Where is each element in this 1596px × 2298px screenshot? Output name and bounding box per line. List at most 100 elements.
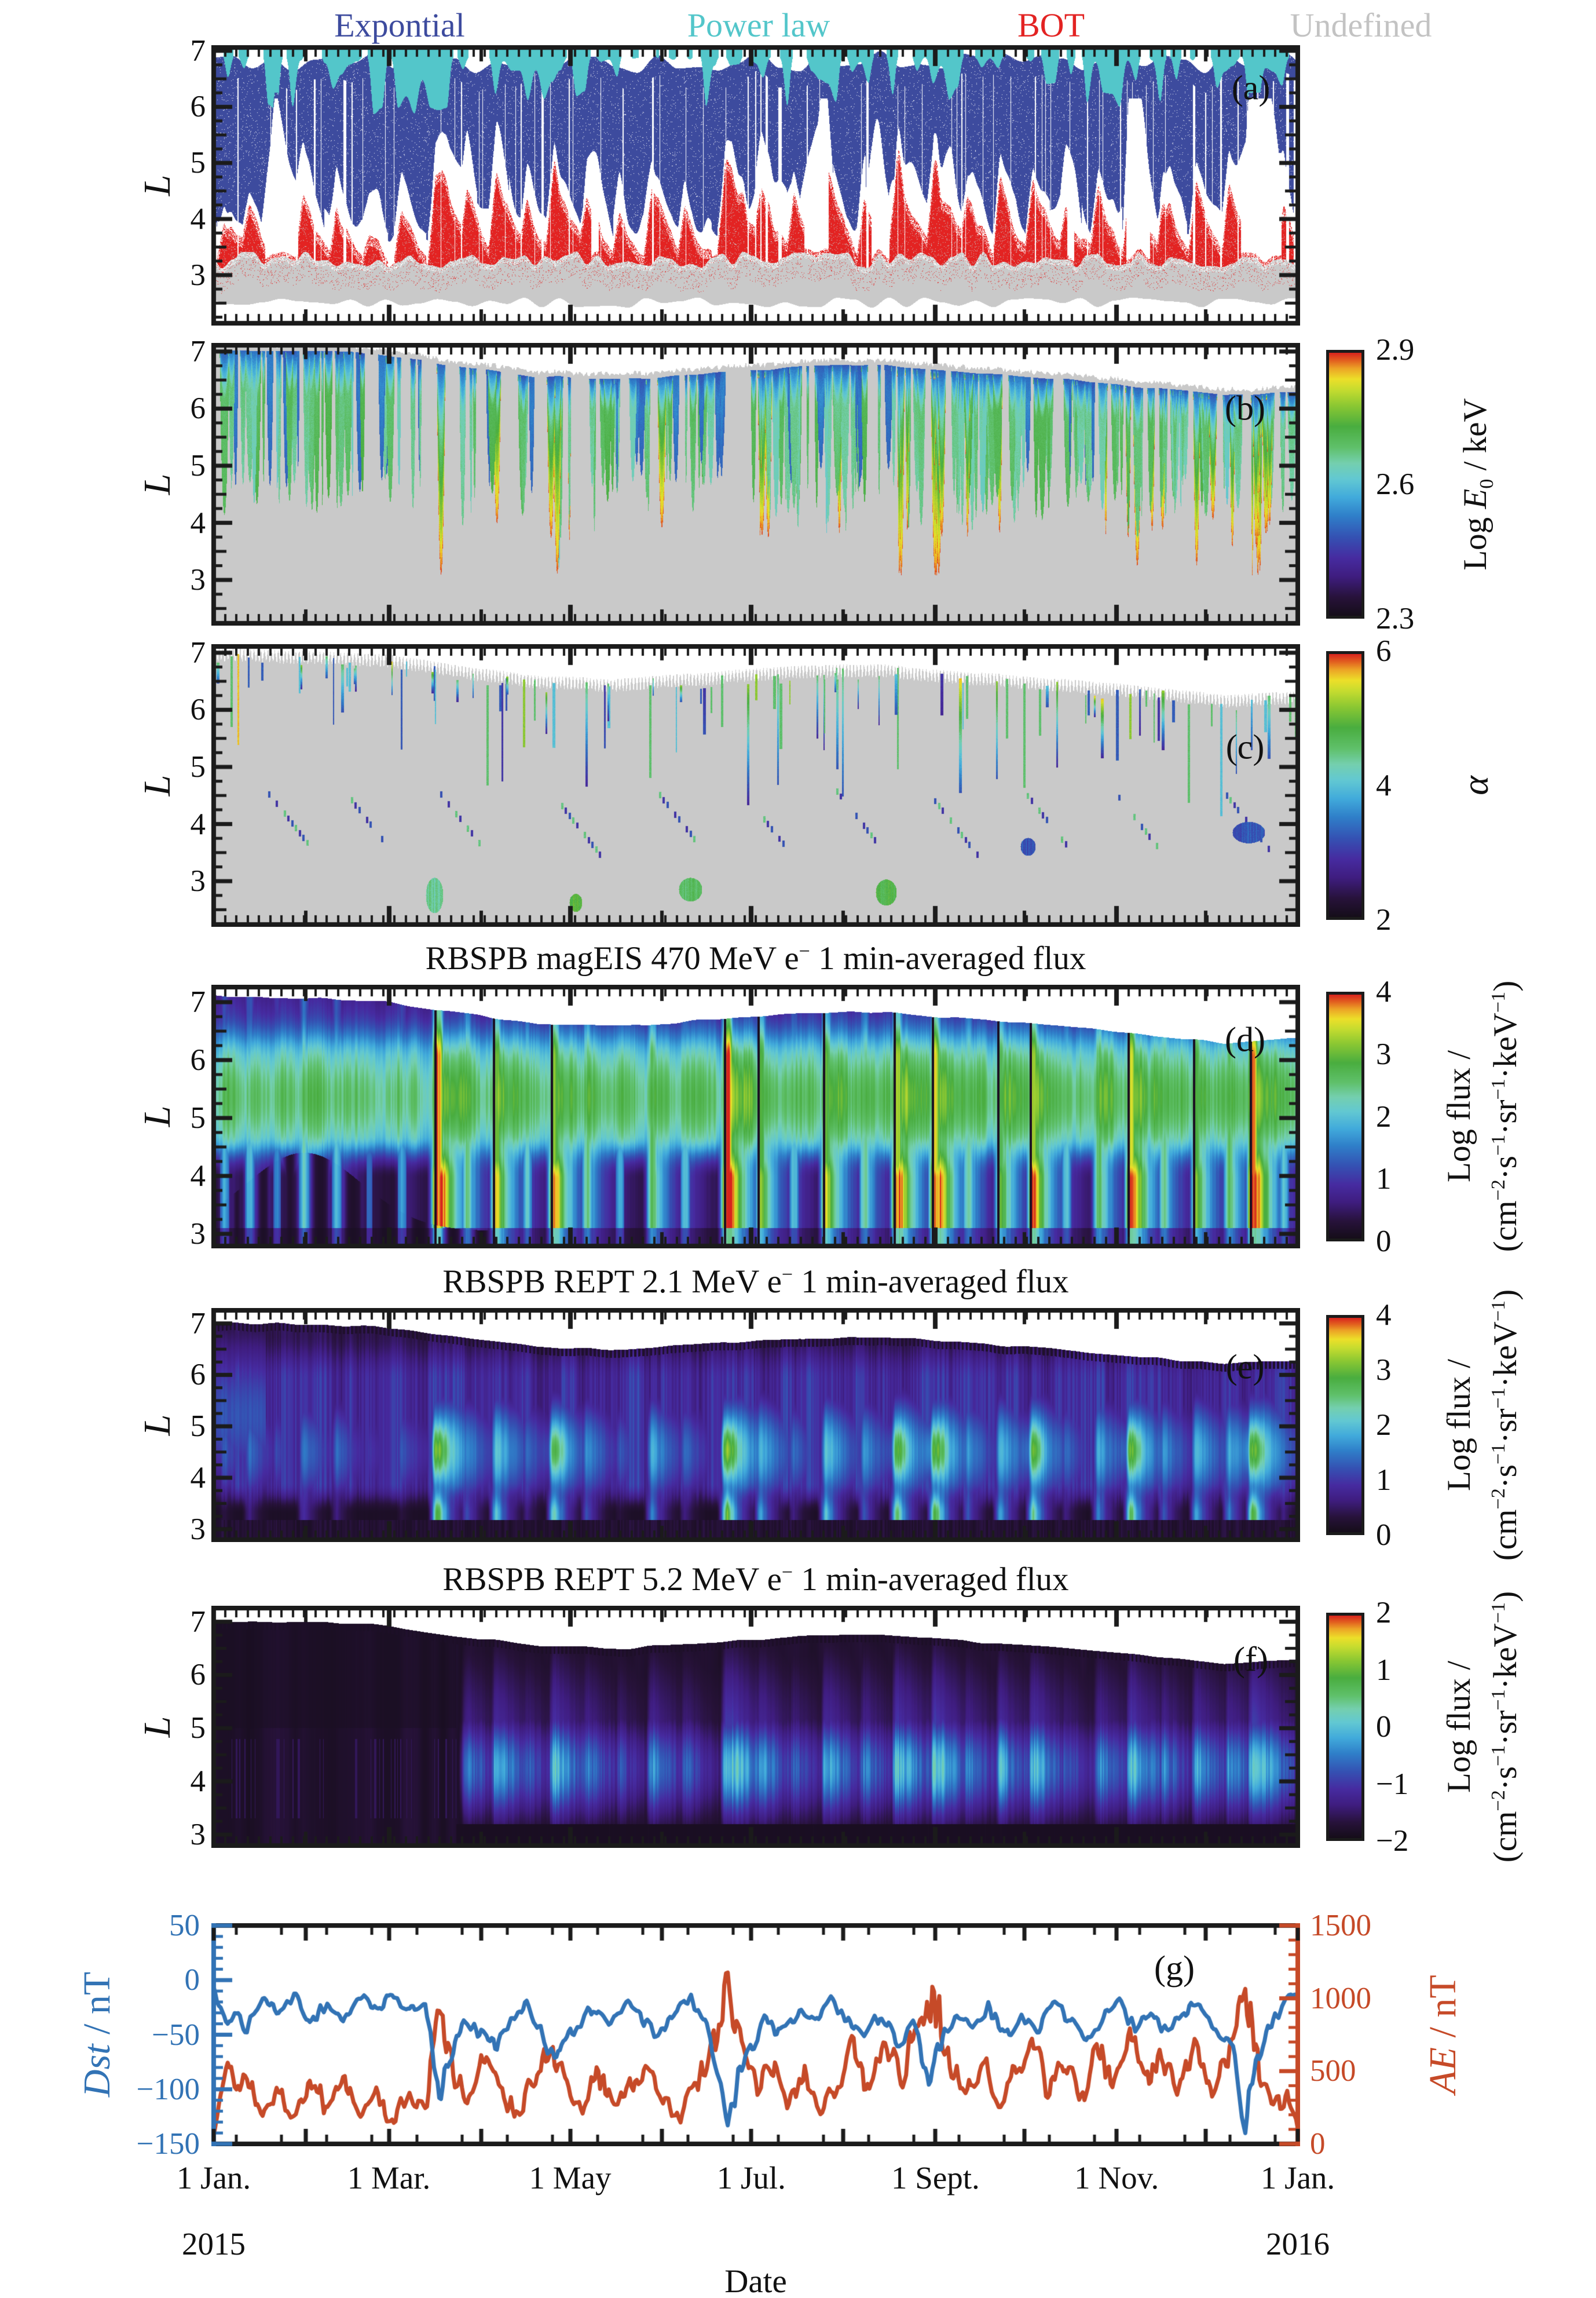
y-tick-label-f-7: 7 [190, 1605, 206, 1639]
y-tick-label-e-3: 3 [190, 1512, 206, 1546]
y-tick-label-f-3: 3 [190, 1818, 206, 1852]
x-tick-year-2015: 2015 [182, 2226, 246, 2262]
colorbar-b-tick-2.6: 2.6 [1376, 467, 1415, 501]
y-tick-label-b-5: 5 [190, 448, 206, 483]
colorbar-d-tick-1: 1 [1376, 1162, 1392, 1196]
panel-letter-b: (b) [1225, 389, 1265, 428]
colorbar-e-label: Log flux / (cm−2·s−1·sr−1·keV−1) [1440, 1289, 1525, 1561]
y-tick-label-f-6: 6 [190, 1658, 206, 1692]
y-tick-label-e-4: 4 [190, 1461, 206, 1495]
x-tick-label-1 Sept.: 1 Sept. [891, 2160, 980, 2195]
panel-e-spectrogram [211, 1308, 1300, 1542]
panel-d-spectrogram [211, 985, 1300, 1248]
colorbar-c-tick-4: 4 [1376, 769, 1392, 802]
y-tick-label-c-7: 7 [190, 635, 206, 670]
y-tick-label-f-4: 4 [190, 1764, 206, 1799]
colorbar-d-tick-0: 0 [1376, 1225, 1392, 1258]
y-tick-label-e-6: 6 [190, 1358, 206, 1392]
colorbar-c [1326, 651, 1364, 920]
legend-item-exponential: Expontial [334, 6, 465, 44]
colorbar-d-label: Log flux / (cm−2·s−1·sr−1·keV−1) [1440, 981, 1525, 1252]
y-tick-label-c-3: 3 [190, 864, 206, 898]
colorbar-f-label-line1: Log flux / [1441, 1661, 1477, 1793]
x-tick-label-1 Nov.: 1 Nov. [1074, 2160, 1159, 2195]
colorbar-d-tick-4: 4 [1376, 975, 1392, 1009]
colorbar-d-label-line1: Log flux / [1441, 1050, 1477, 1182]
y-tick-label-c-6: 6 [190, 693, 206, 727]
panel-letter-e: (e) [1225, 1347, 1265, 1386]
y-tick-label-e-7: 7 [190, 1306, 206, 1340]
colorbar-d [1326, 992, 1364, 1241]
y-tick-label-a-5: 5 [190, 146, 206, 180]
y-tick-label-b-3: 3 [190, 563, 206, 597]
panel-a-spectrogram [211, 45, 1300, 326]
ae-tick-label-0: 0 [1310, 2127, 1326, 2161]
colorbar-f-tick-−1: −1 [1376, 1767, 1409, 1801]
colorbar-b [1326, 350, 1364, 619]
colorbar-d-label-line2: (cm−2·s−1·sr−1·keV−1) [1487, 980, 1524, 1252]
colorbar-f-tick-0: 0 [1376, 1710, 1392, 1744]
colorbar-f-tick-1: 1 [1376, 1653, 1392, 1687]
colorbar-e-label-line2: (cm−2·s−1·sr−1·keV−1) [1487, 1289, 1524, 1561]
legend-item-bot: BOT [1017, 6, 1085, 44]
panel-b-spectrogram [211, 343, 1300, 626]
colorbar-f-label-line2: (cm−2·s−1·sr−1·keV−1) [1487, 1591, 1524, 1863]
dst-tick-label-−50: −50 [152, 2018, 200, 2052]
legend-item-power-law: Power law [687, 6, 830, 44]
ae-tick-label-500: 500 [1310, 2054, 1356, 2088]
x-tick-label-1 Jan.: 1 Jan. [176, 2160, 251, 2195]
y-tick-label-a-6: 6 [190, 90, 206, 124]
y-tick-label-b-7: 7 [190, 334, 206, 368]
colorbar-e-label-line1: Log flux / [1441, 1359, 1477, 1491]
colorbar-e-tick-1: 1 [1376, 1463, 1392, 1497]
y-tick-label-a-4: 4 [190, 202, 206, 236]
panel-letter-f: (f) [1233, 1640, 1268, 1679]
colorbar-b-tick-2.3: 2.3 [1376, 602, 1415, 635]
colorbar-c-label: α [1455, 776, 1496, 795]
y-tick-label-d-4: 4 [190, 1159, 206, 1193]
panel-letter-a: (a) [1231, 68, 1271, 107]
colorbar-e-tick-4: 4 [1376, 1298, 1392, 1332]
y-tick-label-d-5: 5 [190, 1101, 206, 1135]
colorbar-b-tick-2.9: 2.9 [1376, 333, 1415, 367]
dst-tick-label-0: 0 [184, 1963, 200, 1997]
colorbar-f-tick-2: 2 [1376, 1596, 1392, 1630]
dst-tick-label-−100: −100 [136, 2072, 200, 2106]
colorbar-f [1326, 1613, 1364, 1841]
colorbar-e-tick-0: 0 [1376, 1518, 1392, 1552]
colorbar-f-label: Log flux / (cm−2·s−1·sr−1·keV−1) [1440, 1591, 1525, 1862]
ae-tick-label-1500: 1500 [1310, 1909, 1371, 1942]
x-tick-year-2016: 2016 [1266, 2226, 1330, 2262]
panel-f-title: RBSPB REPT 5.2 MeV e− 1 min-averaged flu… [442, 1561, 1069, 1598]
colorbar-e [1326, 1315, 1364, 1535]
y-tick-label-e-5: 5 [190, 1409, 206, 1444]
panel-letter-d: (d) [1225, 1020, 1265, 1059]
panel-e-title: RBSPB REPT 2.1 MeV e− 1 min-averaged flu… [442, 1263, 1069, 1300]
panel-f-spectrogram [211, 1606, 1300, 1848]
legend-item-undefined: Undefined [1290, 6, 1432, 44]
x-tick-label-1 Jul.: 1 Jul. [716, 2160, 786, 2195]
y-tick-label-c-4: 4 [190, 807, 206, 841]
ae-axis-label: AE / nT [1422, 1975, 1464, 2094]
panel-g-indices [211, 1923, 1300, 2146]
y-tick-label-a-7: 7 [190, 34, 206, 68]
colorbar-d-tick-3: 3 [1376, 1037, 1392, 1071]
dst-tick-label-−150: −150 [136, 2127, 200, 2161]
y-tick-label-b-4: 4 [190, 506, 206, 540]
y-tick-label-d-7: 7 [190, 985, 206, 1019]
panel-letter-g: (g) [1154, 1949, 1195, 1988]
y-tick-label-a-3: 3 [190, 258, 206, 292]
colorbar-b-label: Log E0 / keV [1456, 398, 1498, 571]
colorbar-e-tick-2: 2 [1376, 1408, 1392, 1442]
y-tick-label-d-6: 6 [190, 1043, 206, 1077]
x-tick-label-1 May: 1 May [529, 2160, 612, 2195]
panel-letter-c: (c) [1225, 728, 1265, 766]
y-tick-label-f-5: 5 [190, 1711, 206, 1745]
y-tick-label-b-6: 6 [190, 392, 206, 426]
x-tick-label-1 Jan.: 1 Jan. [1260, 2160, 1335, 2195]
panel-c-spectrogram [211, 644, 1300, 927]
x-axis-label: Date [724, 2263, 787, 2298]
dst-tick-label-50: 50 [169, 1909, 200, 1942]
y-tick-label-d-3: 3 [190, 1217, 206, 1251]
